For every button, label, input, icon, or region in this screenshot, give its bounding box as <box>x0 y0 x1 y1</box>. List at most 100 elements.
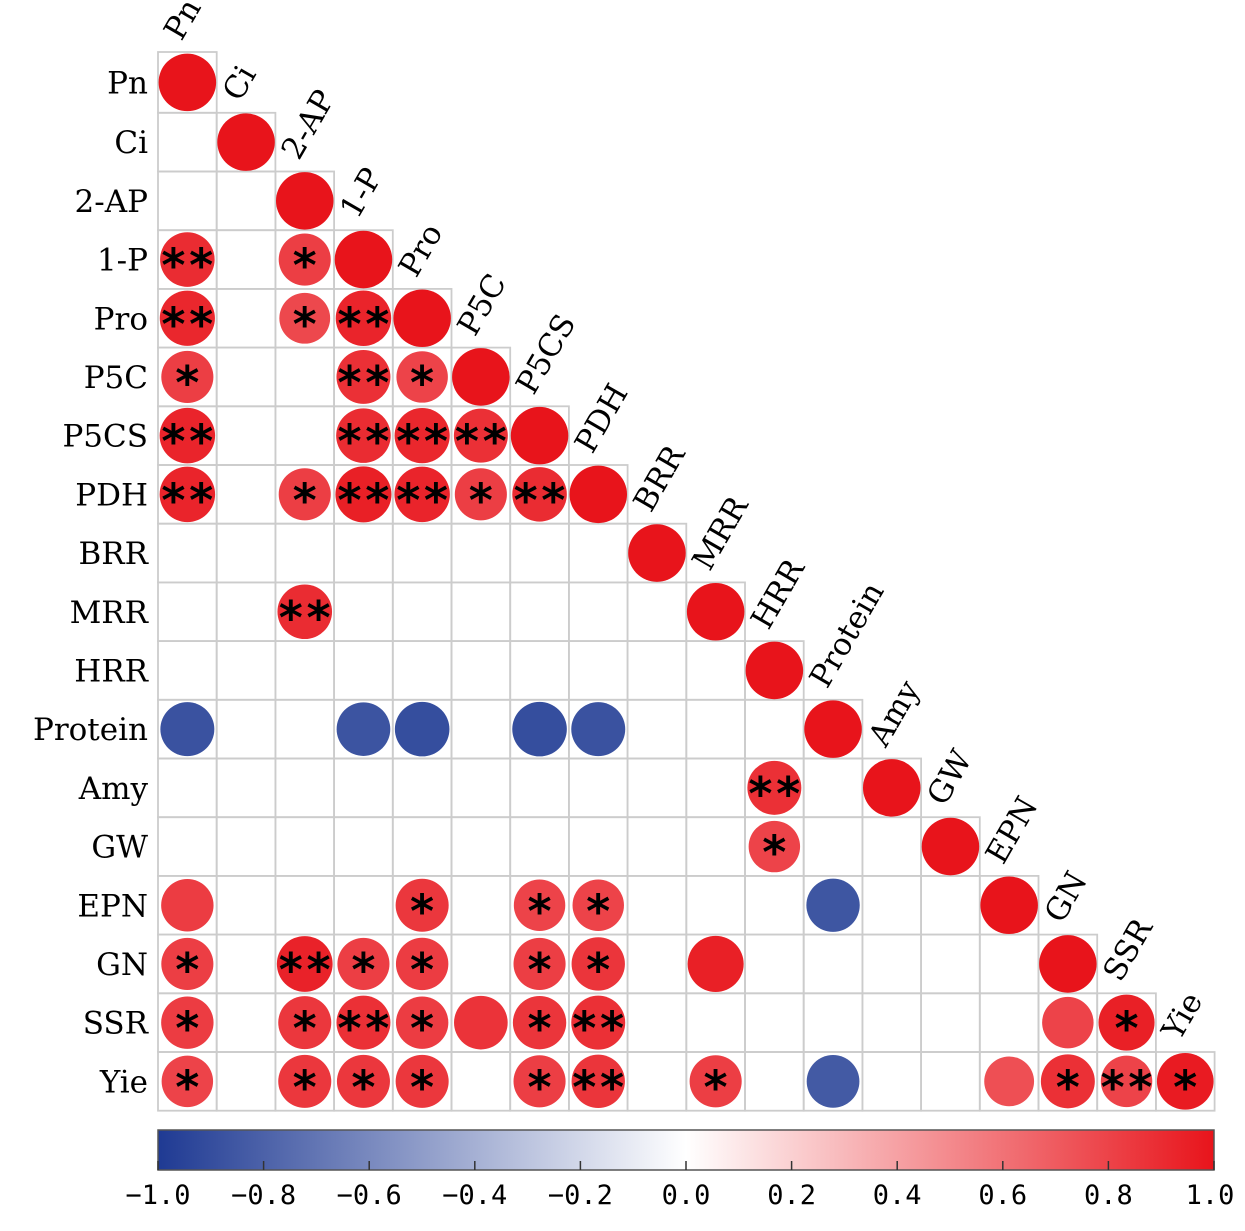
grid-cell <box>274 405 335 466</box>
correlation-circle <box>513 879 566 931</box>
colorbar-tick-label: −0.6 <box>337 1180 402 1211</box>
grid-cell <box>333 522 394 584</box>
correlation-circle <box>571 1054 625 1109</box>
correlation-circle <box>161 937 214 990</box>
significance-mark: * <box>173 356 201 410</box>
grid-cell <box>157 816 218 877</box>
grid-cell <box>744 698 805 760</box>
grid-cell <box>685 875 746 936</box>
grid-cell <box>920 875 981 936</box>
grid-cell <box>920 992 981 1053</box>
colorbar-tick-label: 0.0 <box>662 1180 711 1211</box>
column-label: PDH <box>568 378 636 459</box>
correlation-circle <box>334 230 393 289</box>
grid-cell <box>450 757 512 819</box>
grid-cell <box>802 757 864 819</box>
grid-cell <box>391 757 453 819</box>
correlation-circle <box>571 702 626 757</box>
row-label: Ci <box>114 125 148 161</box>
significance-mark: * <box>173 1060 201 1114</box>
significance-mark: * <box>291 239 319 293</box>
significance-mark: * <box>291 297 319 351</box>
grid-cell <box>802 816 864 877</box>
correlation-circle <box>1039 935 1097 993</box>
colorbar-tick-label: 0.8 <box>1084 1180 1133 1211</box>
correlation-circle <box>161 996 214 1049</box>
significance-mark: ** <box>277 591 332 645</box>
correlation-circle <box>217 113 275 171</box>
grid-cell <box>215 816 277 877</box>
grid-cell <box>274 875 335 936</box>
grid-cell <box>626 1051 688 1112</box>
correlation-circle <box>159 466 216 523</box>
grid-cell <box>626 933 688 995</box>
significance-mark: ** <box>394 415 449 469</box>
row-label: P5CS <box>62 419 148 455</box>
significance-mark: * <box>1171 1060 1199 1114</box>
significance-mark: * <box>702 1060 730 1114</box>
grid-cell <box>157 170 218 232</box>
correlation-circle <box>571 995 626 1050</box>
correlation-circle <box>745 641 804 700</box>
significance-mark: * <box>291 1060 319 1114</box>
column-label: EPN <box>979 791 1045 870</box>
colorbar-tick-label: −0.2 <box>548 1180 613 1211</box>
significance-layer: ** *** * *** ** *** ** ** **** * ** ** * ******** * ** *… <box>160 239 1199 1115</box>
row-label: Pn <box>107 65 148 101</box>
correlation-circle <box>275 172 334 230</box>
correlation-circle <box>395 937 449 991</box>
column-label: GN <box>1038 866 1095 929</box>
correlation-circle <box>454 468 507 521</box>
significance-mark: ** <box>571 1060 626 1114</box>
grid-cell <box>157 640 218 701</box>
correlation-circle <box>454 995 508 1050</box>
row-label: SSR <box>83 1006 150 1042</box>
significance-mark: * <box>584 884 612 938</box>
correlation-circle <box>862 759 921 817</box>
correlation-circle <box>278 233 331 286</box>
significance-mark: ** <box>277 943 332 997</box>
correlation-circle <box>337 937 390 990</box>
correlation-circle <box>395 996 449 1049</box>
row-label: GW <box>91 830 148 866</box>
correlation-circle <box>336 702 391 756</box>
grid-cell <box>215 229 277 290</box>
correlation-circle <box>1040 1054 1095 1109</box>
grid-cell <box>744 933 805 995</box>
grid-cell <box>685 992 746 1053</box>
significance-mark: * <box>1113 1002 1141 1056</box>
grid-cell <box>333 581 394 643</box>
column-label: MRR <box>685 489 756 576</box>
colorbar: −1.0 −0.8 −0.6 −0.4 −0.2 0.0 0.2 0.4 0.6 0.8 1.0 <box>125 1129 1235 1211</box>
grid-cell <box>509 816 570 877</box>
correlation-circle <box>335 290 392 346</box>
grid-cell <box>626 757 688 819</box>
significance-mark: * <box>408 1060 436 1114</box>
grid-cell <box>333 640 394 701</box>
grid-cell <box>920 1051 981 1112</box>
significance-mark: * <box>526 884 554 938</box>
grid-cell <box>978 992 1040 1053</box>
grid-cell <box>568 757 629 819</box>
significance-mark: * <box>408 943 436 997</box>
row-label: Amy <box>78 771 149 807</box>
grid-cell <box>391 522 453 584</box>
significance-mark: ** <box>394 473 449 527</box>
grid-cell <box>744 1051 805 1112</box>
correlation-circle <box>980 876 1038 935</box>
grid-cell <box>626 640 688 701</box>
significance-mark: ** <box>336 415 391 469</box>
grid-cell <box>685 816 746 877</box>
significance-mark: ** <box>1099 1060 1154 1114</box>
grid-cell <box>568 816 629 877</box>
grid-cell <box>215 170 277 232</box>
grid-cell <box>509 640 570 701</box>
colorbar-tick-label: −0.8 <box>231 1180 296 1211</box>
row-label: BRR <box>79 536 150 572</box>
colorbar-tick-label: 1.0 <box>1186 1180 1235 1211</box>
correlation-circle <box>453 408 508 463</box>
grid-cell <box>450 816 512 877</box>
correlation-circle <box>512 995 567 1050</box>
correlation-circle <box>394 408 450 464</box>
grid-cell <box>450 1051 512 1112</box>
